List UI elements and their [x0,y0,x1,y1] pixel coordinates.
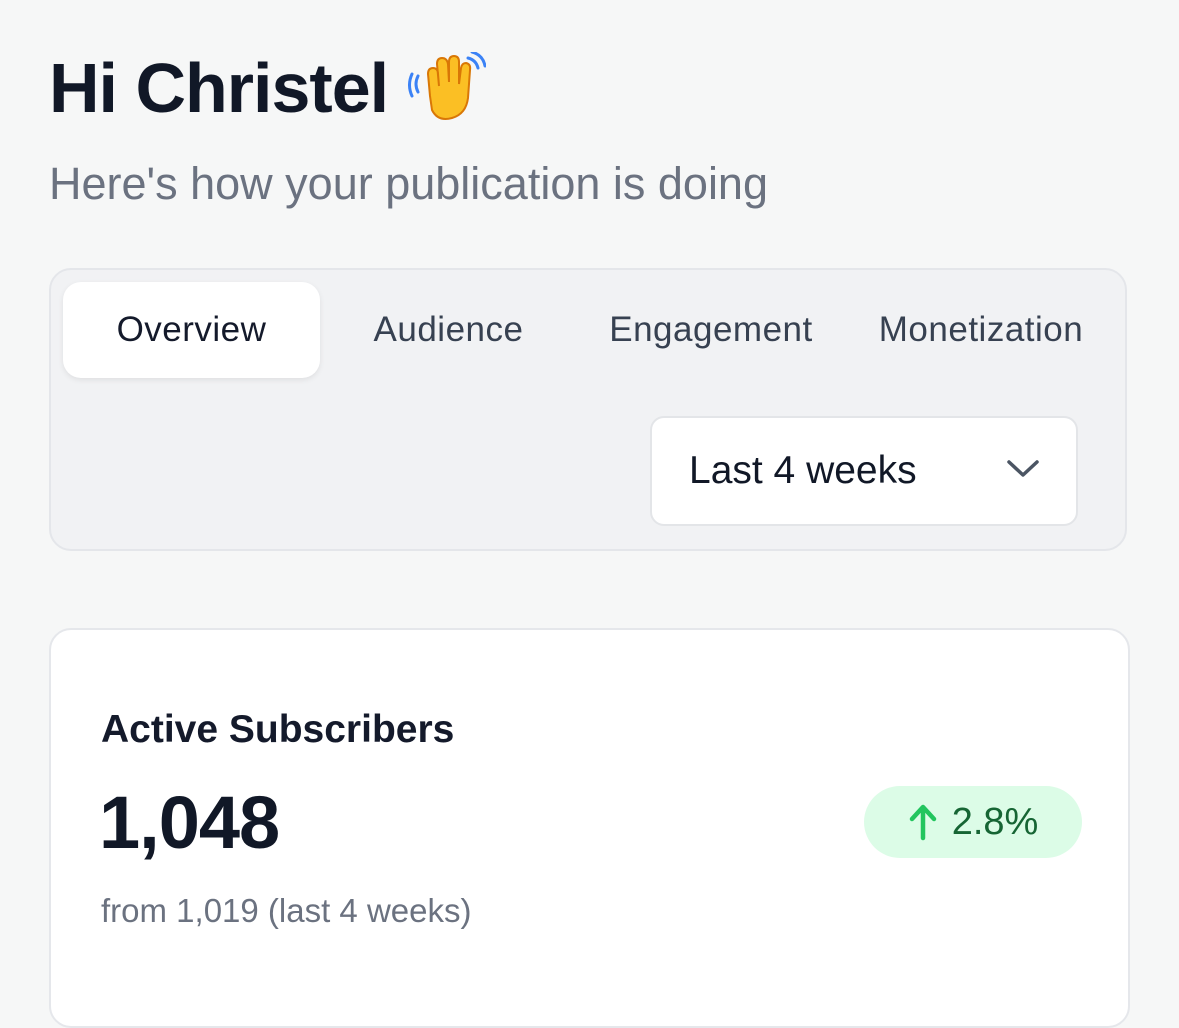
change-value: 2.8% [951,800,1039,843]
change-badge: 2.8% [864,786,1082,858]
tab-audience[interactable]: Audience [373,310,524,349]
stat-footnote: from 1,019 (last 4 weeks) [101,892,472,929]
greeting-text: Hi Christel [49,49,389,127]
tabs-panel: Overview Audience Engagement Monetizatio… [49,268,1127,551]
tab-monetization[interactable]: Monetization [878,310,1084,349]
stat-label: Active Subscribers [101,708,455,751]
tab-overview[interactable]: Overview [63,282,320,378]
tab-engagement[interactable]: Engagement [609,310,813,349]
page-subtitle: Here's how your publication is doing [49,158,768,209]
arrow-up-icon [909,804,936,841]
date-range-value: Last 4 weeks [689,449,917,492]
chevron-down-icon [1007,460,1039,477]
date-range-select[interactable]: Last 4 weeks [650,416,1078,526]
greeting-title: Hi Christel [49,46,487,130]
waving-hand-icon [408,52,487,120]
active-subscribers-card: Active Subscribers 1,048 2.8% from 1,019… [49,628,1130,1028]
stat-value: 1,048 [99,781,280,864]
